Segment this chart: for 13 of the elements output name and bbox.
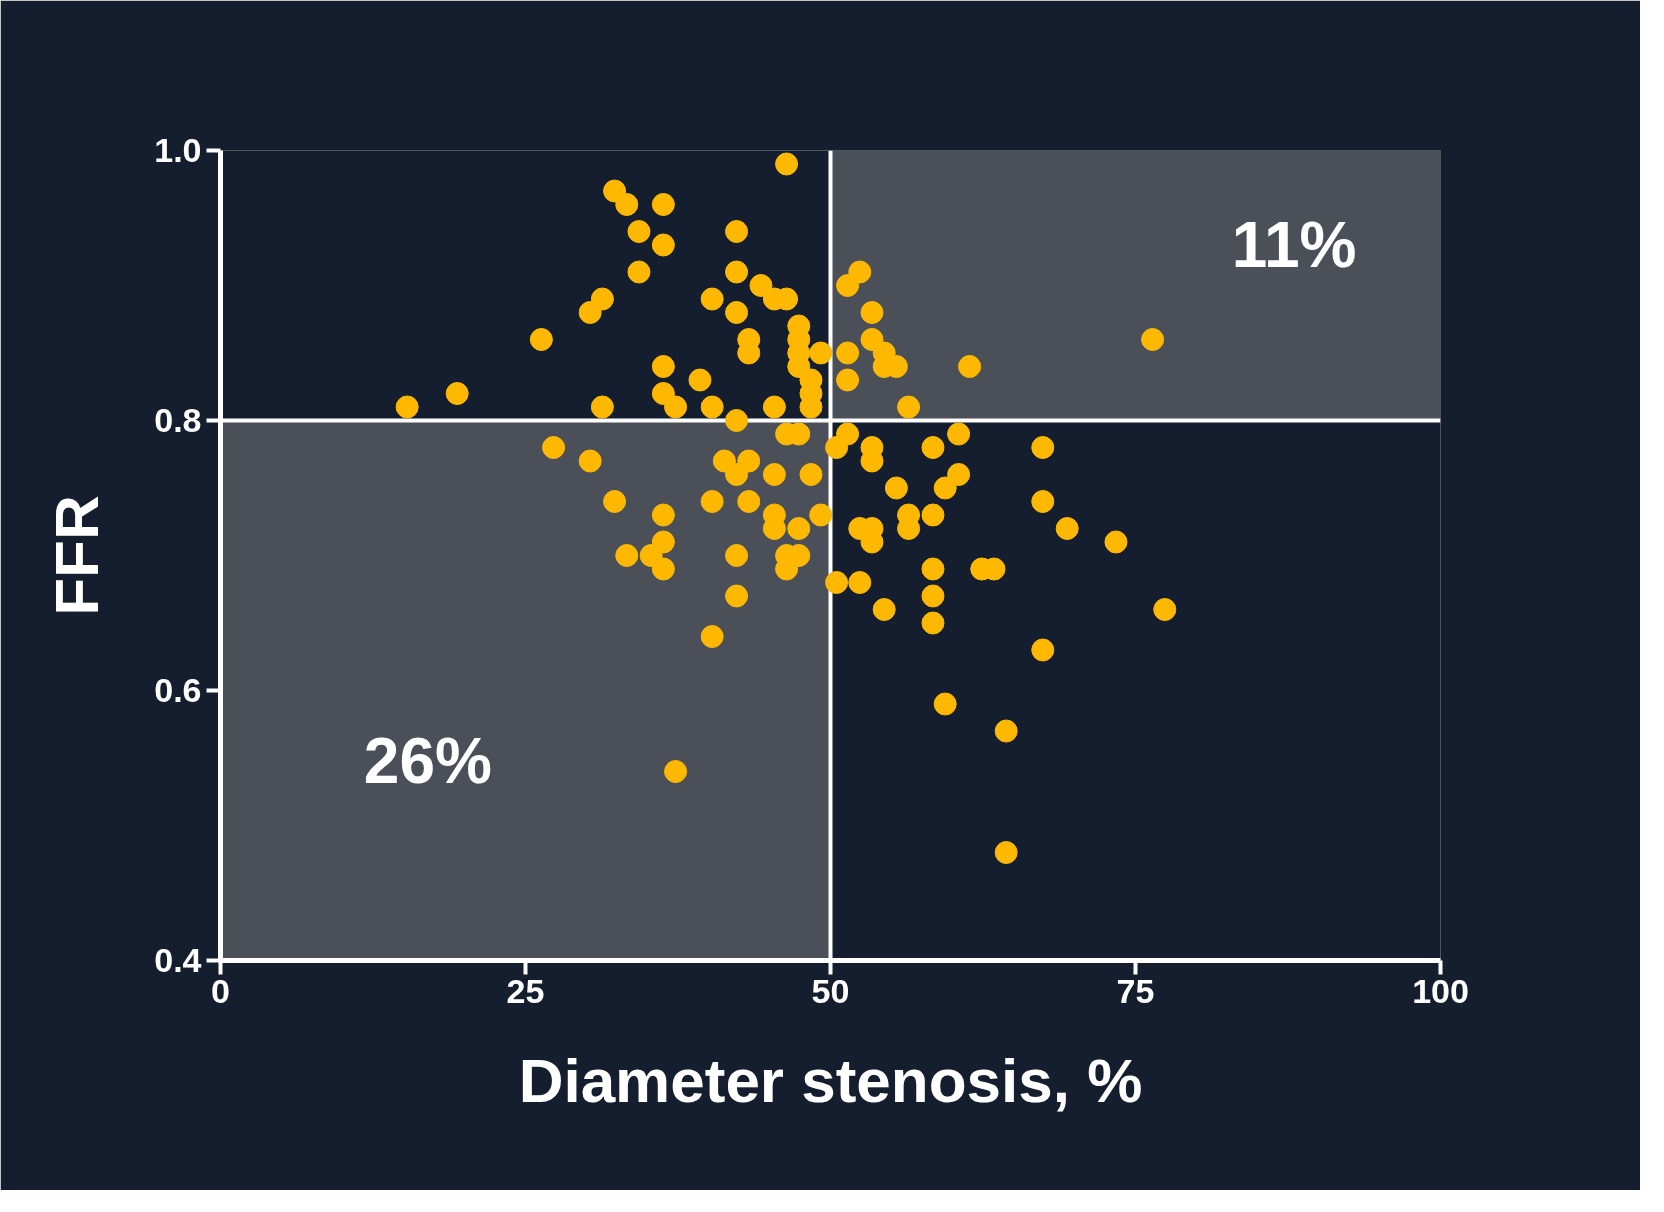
y-axis-title: FFR <box>42 495 112 616</box>
x-tick-label: 100 <box>1412 971 1469 1010</box>
annotation: 26% <box>363 724 492 797</box>
y-tick-label: 0.6 <box>154 671 202 709</box>
x-tick-label: 75 <box>1116 971 1155 1010</box>
x-tick-label: 25 <box>506 971 545 1010</box>
y-tick-label: 1.0 <box>154 131 202 169</box>
annotation: 11% <box>1231 209 1357 281</box>
y-tick-label: 0.4 <box>154 941 202 979</box>
x-tick-label: 50 <box>811 971 850 1010</box>
x-axis-title: Diameter stenosis, % <box>518 1045 1143 1115</box>
x-tick-label: 0 <box>211 971 230 1010</box>
y-tick-label: 0.8 <box>154 401 202 439</box>
